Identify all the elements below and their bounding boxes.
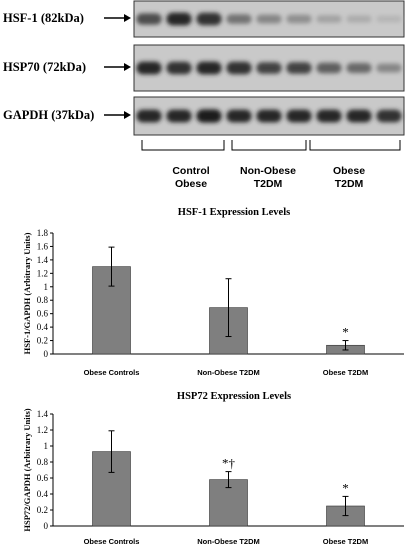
y-tick-label: 0 xyxy=(44,521,49,531)
protein-band xyxy=(196,61,222,75)
protein-band xyxy=(286,109,312,123)
y-tick-label: 1 xyxy=(44,441,49,451)
y-tick-label: 1.4 xyxy=(37,255,49,265)
category-label: Non-Obese T2DM xyxy=(197,368,260,377)
y-tick-label: 1 xyxy=(44,282,49,292)
arrow-head-icon xyxy=(124,111,131,119)
band-label: HSF-1 (82kDa) xyxy=(3,11,84,25)
sample-group-label: Non-Obese T2DM xyxy=(240,165,296,190)
protein-band xyxy=(256,62,282,74)
protein-band xyxy=(376,63,402,73)
y-tick-label: 0.2 xyxy=(37,336,48,346)
y-tick-label: 0.4 xyxy=(37,489,49,499)
y-tick-label: 0 xyxy=(44,349,49,359)
protein-band xyxy=(166,12,192,26)
protein-band xyxy=(316,109,342,123)
protein-band xyxy=(226,109,252,123)
hsf1-expression-chart: HSF-1 Expression Levels HSF-1/GAPDH (Arbi… xyxy=(22,207,404,377)
y-axis-label: HSF-1/GAPDH (Arbitrary Units) xyxy=(22,232,32,354)
significance-marker: * xyxy=(342,480,349,495)
protein-band xyxy=(376,109,402,123)
protein-band xyxy=(256,109,282,123)
protein-band xyxy=(286,14,312,24)
y-tick-label: 1.4 xyxy=(37,409,49,419)
significance-marker: * xyxy=(342,325,349,340)
category-label: Non-Obese T2DM xyxy=(197,537,260,546)
western-blot-panel: HSF-1 (82kDa)HSP70 (72kDa)GAPDH (37kDa) … xyxy=(3,0,405,190)
y-axis-label: HSP72/GAPDH (Arbitrary Units) xyxy=(22,408,32,531)
sample-group-label: Control Obese xyxy=(172,165,209,190)
protein-band xyxy=(226,61,252,75)
significance-marker: *† xyxy=(222,456,236,471)
y-tick-label: 1.2 xyxy=(37,425,48,435)
blot-row: HSF-1 (82kDa) xyxy=(3,0,405,38)
category-label: Obese Controls xyxy=(84,368,140,377)
y-tick-label: 0.8 xyxy=(37,457,49,467)
sample-group-label: Obese T2DM xyxy=(333,165,365,190)
y-tick-label: 0.4 xyxy=(37,322,49,332)
protein-band xyxy=(166,61,192,75)
protein-band xyxy=(226,14,252,24)
blot-row: GAPDH (37kDa) xyxy=(3,96,405,136)
y-tick-label: 1.6 xyxy=(37,241,49,251)
protein-band xyxy=(346,63,372,73)
y-tick-label: 0.8 xyxy=(37,295,49,305)
y-tick-label: 0.6 xyxy=(37,309,49,319)
band-label: HSP70 (72kDa) xyxy=(3,60,86,74)
protein-band xyxy=(346,109,372,123)
blot-row: HSP70 (72kDa) xyxy=(3,44,405,92)
arrow-head-icon xyxy=(124,63,131,71)
y-tick-label: 1.8 xyxy=(37,228,49,238)
band-label: GAPDH (37kDa) xyxy=(3,108,94,122)
chart-title: HSF-1 Expression Levels xyxy=(178,207,290,218)
y-tick-label: 0.2 xyxy=(37,505,48,515)
category-label: Obese T2DM xyxy=(323,537,368,546)
y-tick-label: 0.6 xyxy=(37,473,49,483)
protein-band xyxy=(136,109,162,123)
protein-band xyxy=(346,15,372,23)
hsp72-expression-chart: HSP72 Expression Levels HSP72/GAPDH (Arbi… xyxy=(22,391,404,546)
protein-band xyxy=(196,12,222,26)
arrow-head-icon xyxy=(124,14,131,22)
protein-band xyxy=(166,109,192,123)
protein-band xyxy=(196,109,222,123)
protein-band xyxy=(136,61,162,75)
y-tick-label: 1.2 xyxy=(37,268,48,278)
protein-band xyxy=(316,62,342,74)
protein-band xyxy=(316,15,342,23)
category-label: Obese T2DM xyxy=(323,368,368,377)
protein-band xyxy=(256,14,282,24)
protein-band xyxy=(136,13,162,25)
category-label: Obese Controls xyxy=(84,537,140,546)
sample-group-brackets xyxy=(141,140,401,151)
protein-band xyxy=(286,62,312,74)
chart-title: HSP72 Expression Levels xyxy=(177,391,291,402)
protein-band xyxy=(376,15,402,23)
